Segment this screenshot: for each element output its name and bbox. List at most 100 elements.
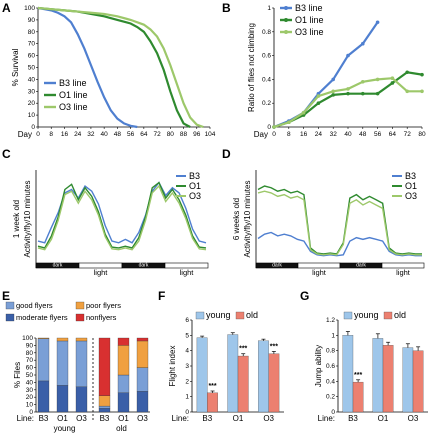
data-point-O1	[316, 101, 321, 105]
phase-bar-light	[381, 262, 425, 269]
y-tick-label: 0.4	[262, 76, 271, 83]
x-tick-label: O3	[76, 414, 87, 423]
x-tick-label: O3	[137, 414, 148, 423]
x-tick-label: 24	[74, 131, 82, 138]
y-tick-label: 0.2	[326, 394, 335, 401]
stacked-bar-non	[136, 337, 149, 342]
y-axis-label: Activity/fly/10 minutes	[23, 181, 32, 258]
stacked-bar-good	[56, 340, 69, 386]
legend-label-moderate: moderate flyers	[16, 313, 68, 322]
legend-marker-O1	[284, 18, 288, 22]
y-axis-label: 1 week old	[12, 200, 21, 238]
legend-label-B3: B3	[405, 171, 416, 181]
data-point-O1	[346, 91, 350, 96]
legend-swatch-good	[5, 301, 15, 310]
x-tick-label: O3	[263, 414, 274, 423]
x-tick-label: 16	[300, 131, 308, 138]
data-point-O1	[390, 81, 395, 85]
x-tick-label: O1	[378, 414, 389, 423]
activity-line-B3	[37, 181, 207, 244]
x-tick-label: 64	[140, 131, 148, 138]
legend-label-good: good flyers	[16, 301, 53, 310]
y-tick-label: 50	[28, 65, 36, 72]
data-point-O1	[331, 93, 336, 97]
activity-line-O1	[37, 181, 207, 249]
y-tick-label: 3	[185, 363, 189, 370]
x-axis-label: Line:	[17, 414, 34, 423]
y-axis-label: Activity/fly/10 minutes	[243, 181, 252, 258]
data-point-O3	[287, 120, 291, 125]
y-tick-label: 0.6	[326, 363, 335, 370]
stacked-bar-poor	[37, 337, 50, 339]
stacked-bar-good	[98, 405, 111, 409]
data-point-B3	[346, 53, 350, 58]
y-tick-label: 1	[331, 332, 335, 339]
data-point-O1	[361, 91, 365, 96]
phase-label-light: light	[396, 268, 411, 277]
y-tick-label: 40	[26, 379, 34, 386]
phase-label-dark: dark	[356, 263, 366, 269]
x-tick-label: O1	[233, 414, 244, 423]
x-axis-label: Day	[18, 130, 32, 139]
stacked-bar-poor	[56, 337, 69, 342]
y-tick-label: 20	[26, 394, 34, 401]
stacked-bar-moderate	[56, 385, 69, 413]
data-point-B3	[361, 41, 365, 46]
x-tick-label: 32	[87, 131, 95, 138]
y-tick-label: 90	[26, 342, 34, 349]
activity-line-O3	[257, 190, 422, 256]
x-tick-label: B3	[100, 414, 110, 423]
x-tick-label: 32	[330, 131, 338, 138]
legend-swatch-moderate	[5, 313, 15, 322]
legend-label-old: old	[394, 310, 406, 320]
y-tick-label: 80	[26, 350, 34, 357]
y-axis-label: % Survival	[11, 48, 20, 86]
y-tick-label: 1	[185, 394, 189, 401]
x-tick-label: 16	[61, 131, 69, 138]
y-tick-label: 20	[28, 100, 36, 107]
x-tick-label: B3	[202, 414, 212, 423]
legend-marker-B3	[284, 6, 288, 10]
legend-swatch-young	[343, 311, 353, 320]
legend-label-O3: O3	[405, 191, 417, 201]
x-tick-label: 56	[374, 131, 382, 138]
series-line-B3	[273, 21, 379, 129]
data-point-O3	[331, 89, 336, 94]
panel-f-flight-index: 0 1 2 3 4 5 6 Flight index *** B3 *** O1 *** O3 Line: y…	[168, 310, 284, 423]
phase-label-dark: dark	[53, 263, 63, 269]
data-point-O3	[272, 125, 276, 129]
y-tick-label: 2	[185, 378, 189, 385]
legend-label-O3: O3 line	[59, 102, 88, 112]
y-tick-label: 5	[185, 332, 189, 339]
panel-label-a: A	[2, 1, 11, 15]
legend-swatch-old	[383, 311, 393, 320]
legend-label-young: young	[206, 310, 231, 320]
x-tick-label: 48	[359, 131, 367, 138]
x-axis-label: Day	[254, 130, 268, 139]
bar-old	[352, 381, 364, 413]
data-point-O3	[375, 77, 380, 82]
bar-old	[207, 392, 218, 413]
x-tick-label: 72	[153, 131, 161, 138]
legend-swatch-poor	[75, 301, 85, 310]
x-tick-label: B3	[39, 414, 49, 423]
legend-label-young: young	[354, 310, 379, 320]
x-tick-label: 8	[49, 131, 53, 138]
y-tick-label: 0.2	[262, 100, 271, 107]
y-tick-label: 0.8	[326, 348, 335, 355]
stacked-bar-good	[136, 367, 149, 392]
x-tick-label: 8	[287, 131, 291, 138]
x-tick-label: 72	[404, 131, 412, 138]
phase-label-light: light	[94, 268, 109, 277]
stacked-bar-good	[117, 374, 130, 393]
legend-label-O1: O1 line	[295, 15, 324, 25]
y-axis-label: % Files	[13, 362, 22, 388]
x-axis-label: Line:	[318, 414, 335, 423]
x-tick-label: 56	[127, 131, 135, 138]
y-tick-label: 0	[267, 124, 271, 131]
stacked-bar-poor	[117, 345, 130, 376]
y-axis-label: Flight index	[168, 346, 177, 387]
x-tick-label: 104	[205, 131, 216, 138]
